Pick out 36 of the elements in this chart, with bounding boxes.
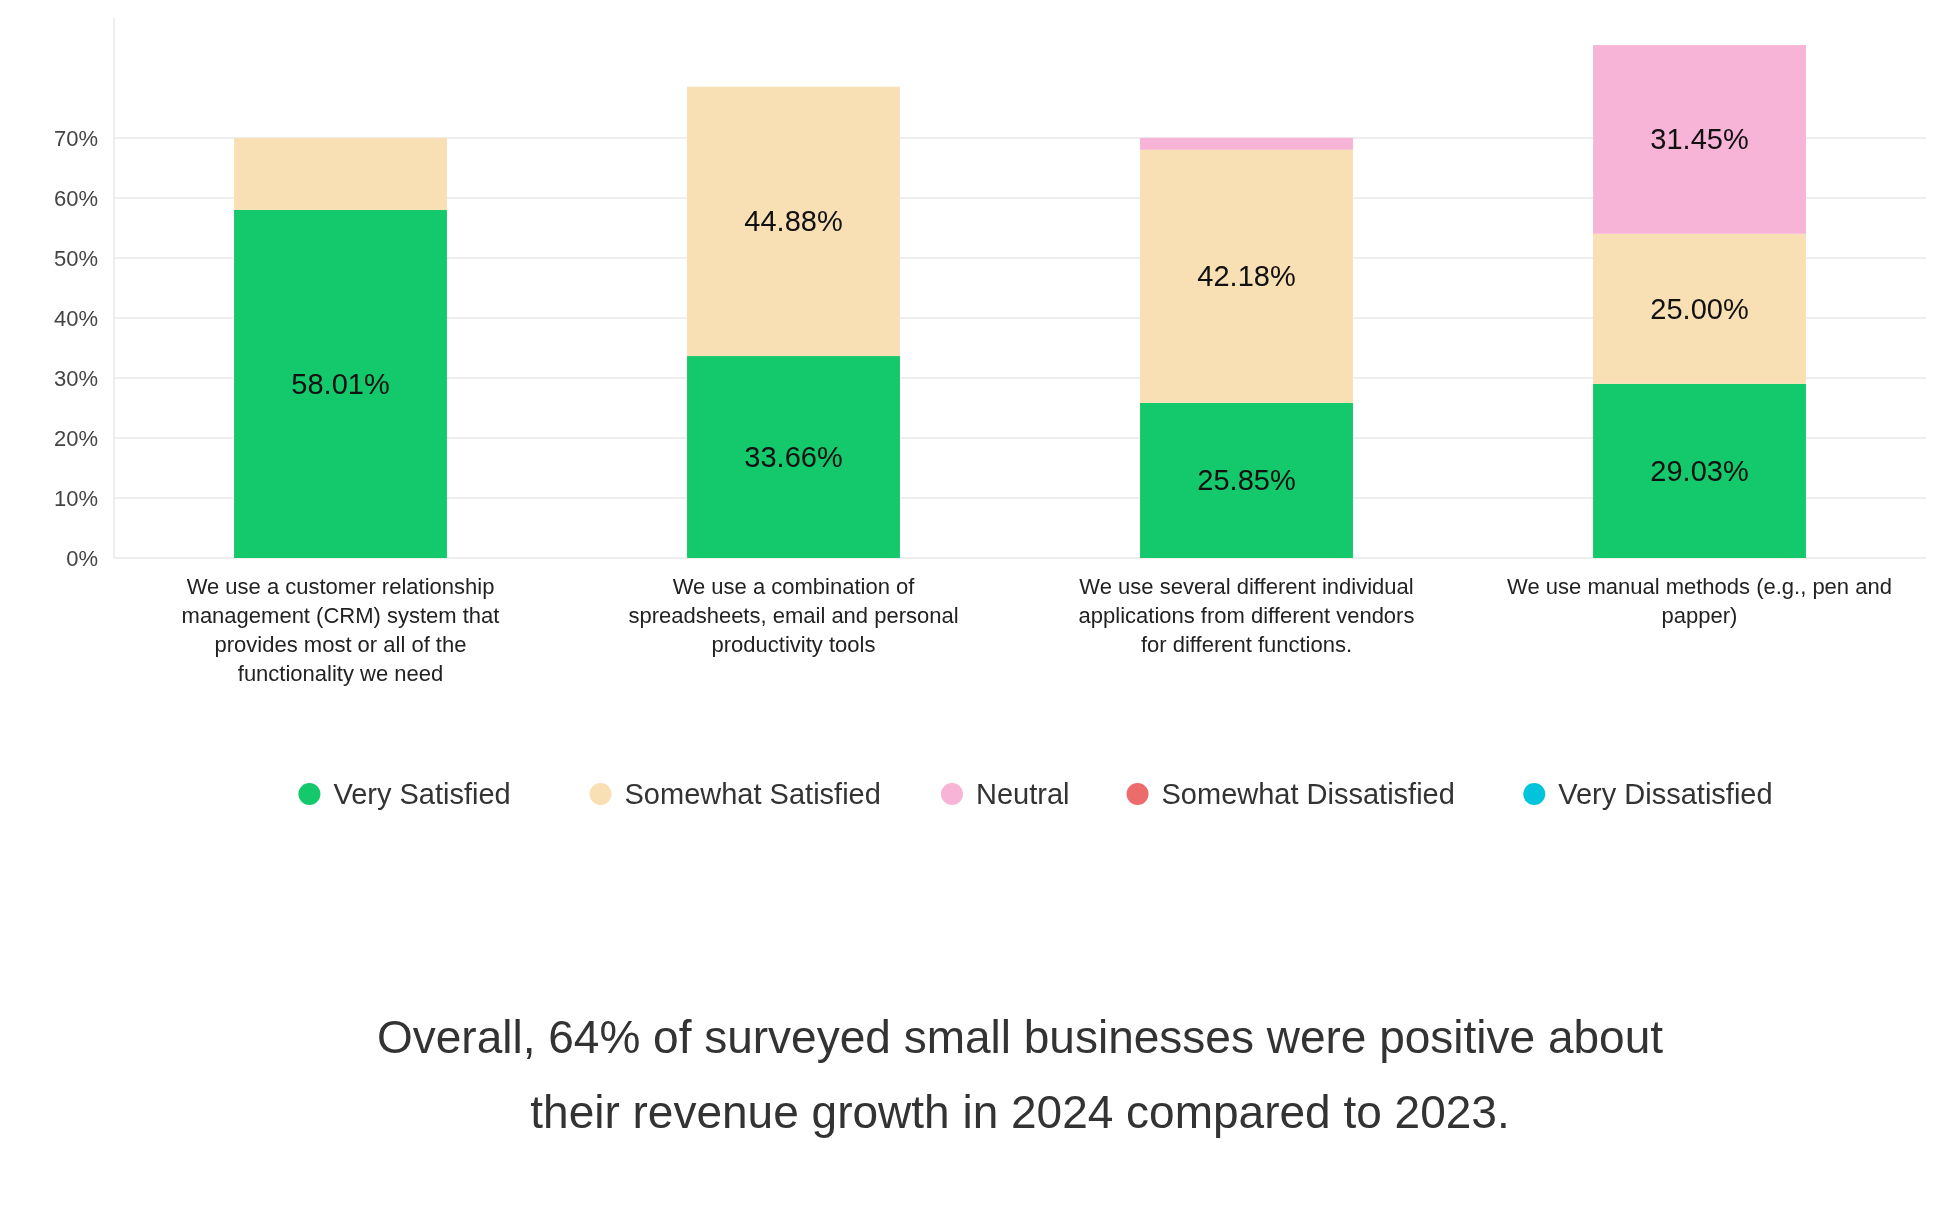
- bar: [1140, 402, 1353, 558]
- bar: [234, 137, 447, 210]
- y-tick-label: 50%: [53, 245, 98, 271]
- data-label: 25.00%: [1650, 292, 1749, 325]
- data-label: 58.01%: [291, 367, 390, 400]
- bar: [687, 86, 900, 357]
- x-tick-label: We use several different individual applications from different vendors for different functions.: [1078, 574, 1415, 657]
- y-tick-label: 60%: [53, 185, 98, 211]
- legend-label: Neutral: [975, 778, 1070, 810]
- y-tick-label: 30%: [53, 365, 98, 391]
- data-label: 33.66%: [744, 441, 843, 474]
- bar: [1140, 137, 1353, 150]
- bar: [234, 209, 447, 558]
- data-label: 25.85%: [1197, 464, 1296, 497]
- bar: [1593, 233, 1806, 384]
- legend-label: Somewhat Dissatisfied: [1161, 778, 1455, 810]
- text: Overall, 64% of surveyed small businesses were positive about their revenue growth in 2024 compared to 2023.: [376, 1011, 1664, 1138]
- data-label: 44.88%: [744, 205, 843, 238]
- bar: [1593, 383, 1806, 558]
- y-tick-label: 40%: [53, 305, 98, 331]
- legend-label: Very Dissatisfied: [1558, 778, 1773, 810]
- data-label: 42.18%: [1197, 260, 1296, 293]
- x-tick-label: We use a combination of spreadsheets, email and personal productivity tools: [628, 574, 959, 657]
- x-tick-label: We use a customer relationship management (CRM) system that provides most or all of the functionality we need: [181, 574, 500, 686]
- bar: [1140, 149, 1353, 403]
- legend-label: Very Satisfied: [333, 778, 511, 810]
- x-tick-label: We use manual methods (e.g., pen and papper): [1507, 574, 1892, 628]
- data-label: 29.03%: [1650, 454, 1749, 487]
- y-tick-label: 20%: [53, 425, 98, 451]
- bar: [1593, 45, 1806, 234]
- bar: [687, 356, 900, 558]
- y-tick-label: 0%: [66, 545, 98, 571]
- y-tick-label: 70%: [53, 125, 98, 151]
- legend-label: Somewhat Satisfied: [624, 778, 881, 810]
- data-label: 31.45%: [1650, 123, 1749, 156]
- y-tick-label: 10%: [53, 485, 98, 511]
